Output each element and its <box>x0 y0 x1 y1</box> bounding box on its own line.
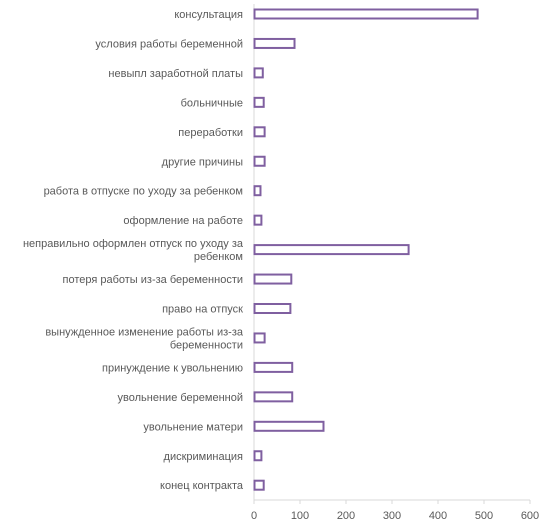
category-label: другие причины <box>162 156 243 168</box>
category-label: неправильно оформлен отпуск по уходу за р… <box>23 238 244 263</box>
category-label: потеря работы из-за беременности <box>62 274 243 286</box>
bar <box>253 303 292 314</box>
category-label: увольнение матери <box>143 421 243 433</box>
category-label: консультация <box>174 9 243 21</box>
category-label: увольнение беременной <box>118 392 243 404</box>
x-tick-label: 500 <box>475 510 493 522</box>
bar <box>253 8 479 20</box>
bar <box>253 420 325 432</box>
bar <box>253 37 296 49</box>
category-label: оформление на работе <box>123 215 243 227</box>
x-tick-label: 600 <box>521 510 539 522</box>
category-label: принуждение к увольнению <box>102 362 243 374</box>
x-tick-label: 100 <box>291 510 309 522</box>
bar <box>253 214 263 226</box>
x-tick-label: 300 <box>383 510 401 522</box>
bar <box>253 244 410 256</box>
category-label: условия работы беременной <box>95 38 243 50</box>
category-label: вынужденное изменение работы из-за береме… <box>45 326 244 351</box>
bar <box>253 185 262 197</box>
x-tick-label: 400 <box>429 510 447 522</box>
category-label: право на отпуск <box>162 304 243 316</box>
category-label: конец контракта <box>160 480 244 492</box>
bar <box>253 273 293 285</box>
category-label: переработки <box>178 127 243 139</box>
category-label: больничные <box>181 97 243 109</box>
bar <box>253 67 264 79</box>
category-label: невыпл заработной платы <box>108 68 243 80</box>
category-label: дискриминация <box>164 451 243 463</box>
bar <box>253 126 266 138</box>
bar <box>253 96 265 108</box>
x-tick-label: 200 <box>337 510 355 522</box>
bar <box>253 450 263 462</box>
bar <box>253 155 266 167</box>
bar <box>253 391 294 403</box>
bar <box>253 361 294 373</box>
x-tick-label: 0 <box>251 510 257 522</box>
category-label: работа в отпуске по уходу за ребенком <box>44 186 243 198</box>
bar <box>253 479 265 491</box>
bar <box>253 332 266 344</box>
